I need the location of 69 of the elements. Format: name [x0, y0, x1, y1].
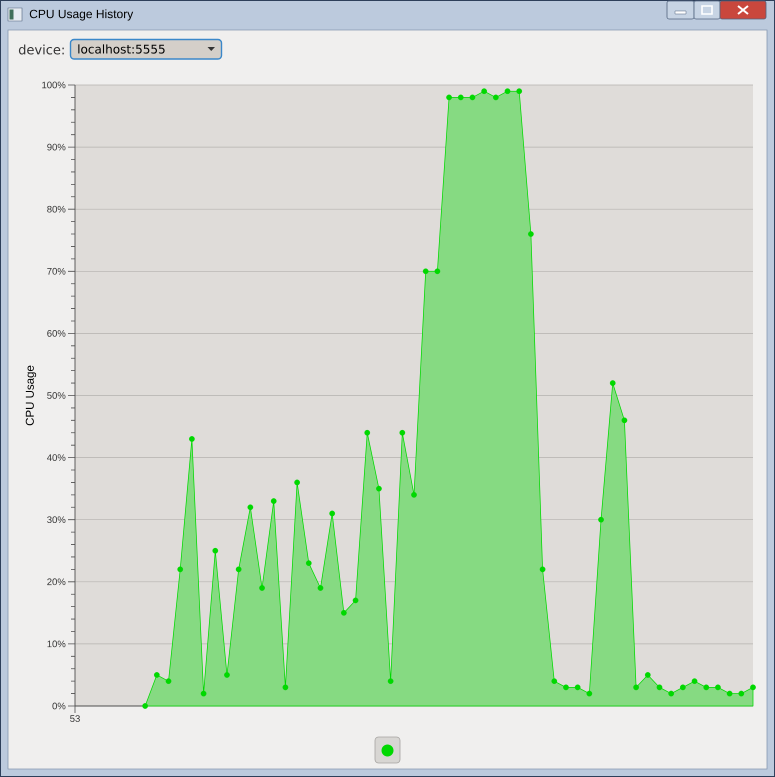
point: [668, 690, 674, 696]
point: [481, 88, 487, 94]
point: [236, 566, 242, 572]
text: device:: [18, 44, 64, 55]
point: [247, 504, 254, 510]
y-tick-label: 20%: [47, 578, 66, 586]
y-tick-label: 50%: [47, 392, 66, 399]
point: [259, 585, 265, 591]
point: [294, 480, 300, 486]
point: [540, 566, 546, 572]
point: [364, 430, 370, 436]
point: [200, 690, 206, 696]
y-tick-label: 70%: [47, 268, 66, 275]
y-tick-label: 40%: [47, 454, 66, 461]
point: [434, 268, 440, 274]
point: [422, 268, 429, 274]
point: [656, 684, 662, 690]
point: [504, 88, 510, 94]
point: [574, 684, 581, 690]
point: [270, 498, 277, 504]
point: [598, 516, 604, 523]
y-tick-label: 60%: [47, 330, 66, 337]
x-tick-label: 53: [70, 715, 80, 722]
point: [516, 88, 522, 94]
point: [212, 548, 218, 554]
point: [586, 690, 592, 696]
point: [388, 678, 394, 684]
point: [166, 678, 172, 684]
point: [446, 94, 452, 100]
point: [458, 94, 464, 100]
point: [376, 486, 382, 492]
point: [154, 672, 160, 678]
point: [177, 566, 184, 572]
point: [563, 684, 569, 690]
y-tick-label: 90%: [47, 144, 66, 150]
point: [399, 430, 406, 436]
point: [528, 231, 534, 237]
point: [329, 510, 336, 516]
y-tick-label: 30%: [47, 516, 66, 524]
point: [282, 684, 288, 690]
point: [551, 678, 558, 684]
y-tick-label: 10%: [48, 640, 66, 648]
point: [224, 672, 230, 678]
point: [610, 380, 616, 386]
point: [341, 610, 347, 616]
point: [622, 417, 628, 424]
point: [142, 703, 148, 709]
point: [352, 598, 358, 604]
point: [692, 678, 698, 684]
point: [318, 585, 324, 591]
text: localhost:5555: [78, 44, 165, 54]
point: [492, 94, 499, 100]
y-axis-title: CPU Usage: [26, 366, 36, 426]
point: [680, 684, 686, 690]
y-tick-label: 100%: [42, 82, 66, 88]
y-tick-label: 80%: [47, 206, 66, 213]
y-tick-label: 0%: [52, 702, 66, 710]
point: [726, 690, 732, 696]
chart-title: CPU Usage History: [30, 9, 134, 21]
point: [470, 94, 476, 100]
point: [644, 672, 651, 678]
point: [306, 560, 312, 566]
point: [715, 684, 721, 690]
point: [633, 684, 639, 690]
point: [750, 684, 756, 690]
point: [189, 436, 195, 442]
point: [411, 492, 417, 498]
point: [703, 684, 710, 690]
point: [738, 690, 744, 696]
